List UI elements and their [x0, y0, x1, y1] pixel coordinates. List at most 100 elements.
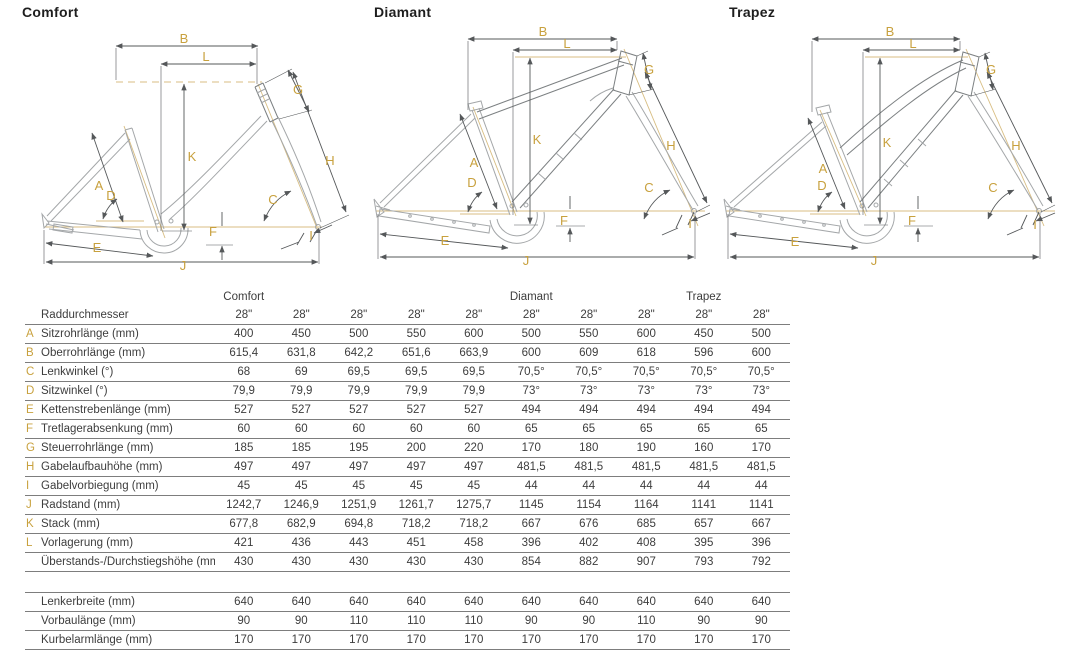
dimension-lines: [377, 36, 710, 260]
row-letter: D: [26, 385, 35, 397]
dim-label-B: B: [539, 24, 548, 39]
row-letter: H: [26, 461, 35, 473]
empty-header-cell: [560, 288, 618, 306]
value-cell: 1164: [633, 499, 659, 511]
row-letter: F: [26, 423, 34, 435]
value-cell: 70,5°: [575, 366, 603, 378]
value-cell: 170: [234, 634, 254, 646]
model-group-label: Comfort: [223, 291, 265, 303]
row-label: Stack (mm): [41, 518, 100, 530]
dim-label-L: L: [563, 36, 570, 51]
value-cell: 28": [350, 309, 368, 321]
value-cell: 500: [349, 328, 369, 340]
dim-label-B: B: [180, 31, 189, 46]
value-cell: 443: [349, 537, 369, 549]
value-cell: 44: [524, 480, 538, 492]
dim-label-J: J: [871, 253, 878, 268]
value-cell: 90: [294, 615, 308, 627]
spec-tables: Comfort Diamant Trapez Raddurchmesser 28" 28"…: [25, 288, 790, 650]
value-cell: 430: [464, 556, 484, 568]
value-cell: 44: [754, 480, 768, 492]
geometry-row: F Tretlagerabsenkung (mm) 60 60 60 60 60 65 65 65…: [25, 420, 790, 439]
value-cell: 28": [235, 309, 253, 321]
row-letter: B: [26, 347, 34, 359]
value-cell: 28": [695, 309, 713, 321]
value-cell: 73°: [522, 385, 540, 397]
diagram-title-comfort: Comfort: [22, 4, 79, 20]
frame-drawing-trapez: B L K G H C I F E J A D: [723, 24, 1056, 268]
value-cell: 481,5: [574, 461, 604, 473]
row-label-cell: A Sitzrohrlänge (mm): [25, 325, 215, 344]
value-cell: 550: [579, 328, 599, 340]
dim-label-D: D: [467, 175, 476, 190]
value-cell: 1261,7: [398, 499, 434, 511]
value-cell: 500: [521, 328, 541, 340]
dimension-lines: [727, 36, 1056, 260]
value-cell: 45: [237, 480, 251, 492]
row-label: Lenkerbreite (mm): [41, 596, 135, 608]
row-label: Radstand (mm): [41, 499, 121, 511]
value-cell: 396: [751, 537, 771, 549]
geometry-row: G Steuerrohrlänge (mm) 185 185 195 200 220 170 1…: [25, 439, 790, 458]
row-label: Überstands-/Durchstiegshöhe (mm): [41, 556, 215, 568]
value-cell: 667: [751, 518, 771, 530]
value-cell: 640: [464, 596, 484, 608]
geometry-row: Überstands-/Durchstiegshöhe (mm) 430 430 43…: [25, 553, 790, 572]
seat-axis-line: [123, 125, 166, 239]
value-cell: 70,5°: [632, 366, 660, 378]
dim-label-C: C: [268, 192, 277, 207]
value-cell: 60: [352, 423, 366, 435]
dim-label-D: D: [817, 178, 826, 193]
value-cell: 69,5: [405, 366, 428, 378]
value-cell: 550: [406, 328, 426, 340]
row-label-cell: D Sitzwinkel (°): [25, 382, 215, 401]
dim-label-I: I: [1033, 217, 1037, 232]
value-cell: 481,5: [516, 461, 546, 473]
value-cell: 527: [464, 404, 484, 416]
value-cell: 1141: [748, 499, 774, 511]
value-cell: 640: [234, 596, 254, 608]
geometry-row: J Radstand (mm) 1242,7 1246,9 1251,9 1261,7 12…: [25, 496, 790, 515]
value-cell: 44: [582, 480, 596, 492]
seat-axis-line: [472, 106, 517, 217]
empty-header-cell: [388, 288, 446, 306]
empty-header-cell: [273, 288, 331, 306]
value-cell: 110: [407, 615, 426, 627]
value-cell: 79,9: [462, 385, 485, 397]
row-label-cell: F Tretlagerabsenkung (mm): [25, 420, 215, 439]
value-cell: 90: [237, 615, 251, 627]
diagram-title-trapez: Trapez: [729, 4, 776, 20]
geometry-row: B Oberrohrlänge (mm) 615,4 631,8 642,2 651,6 6…: [25, 344, 790, 363]
value-cell: 1275,7: [456, 499, 492, 511]
row-label: Vorbaulänge (mm): [41, 615, 136, 627]
value-cell: 200: [406, 442, 426, 454]
value-cell: 73°: [695, 385, 713, 397]
value-cell: 170: [349, 634, 369, 646]
value-cell: 28": [580, 309, 598, 321]
value-cell: 28": [407, 309, 425, 321]
value-cell: 1154: [576, 499, 602, 511]
value-cell: 28": [637, 309, 655, 321]
value-cell: 170: [464, 634, 484, 646]
value-cell: 28": [522, 309, 540, 321]
dim-label-K: K: [188, 149, 197, 164]
row-label-cell: C Lenkwinkel (°): [25, 363, 215, 382]
value-cell: 45: [294, 480, 308, 492]
geometry-row: K Stack (mm) 677,8 682,9 694,8 718,2 718,2 667 6…: [25, 515, 790, 534]
value-cell: 600: [521, 347, 541, 359]
value-cell: 396: [521, 537, 541, 549]
frame-drawing-comfort: B L K G H C I F E J A D: [41, 31, 350, 273]
dim-label-F: F: [209, 224, 217, 239]
dim-label-F: F: [908, 213, 916, 228]
value-cell: 497: [291, 461, 311, 473]
value-cell: 400: [234, 328, 254, 340]
diagram-comfort: Comfort: [0, 0, 360, 285]
dim-label-C: C: [644, 180, 653, 195]
wheel-diameter-row: Raddurchmesser 28" 28" 28" 28" 28" 28" 28" 28" 28…: [25, 306, 790, 325]
value-cell: 640: [579, 596, 599, 608]
value-cell: 718,2: [459, 518, 489, 530]
dim-label-H: H: [1011, 138, 1020, 153]
value-cell: 792: [751, 556, 771, 568]
value-cell: 79,9: [405, 385, 428, 397]
value-cell: 694,8: [344, 518, 374, 530]
